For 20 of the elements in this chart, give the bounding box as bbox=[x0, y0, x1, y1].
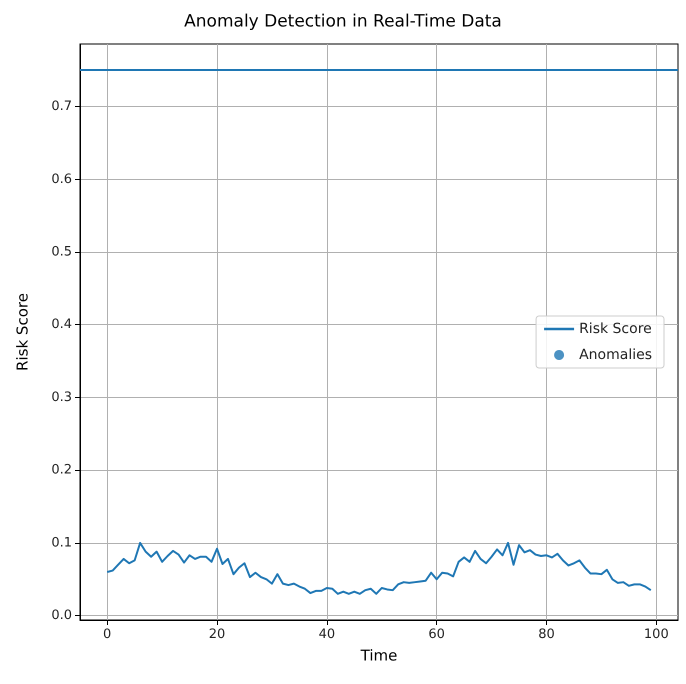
legend-label: Anomalies bbox=[579, 347, 652, 363]
y-tick-label: 0.0 bbox=[51, 608, 72, 624]
line-series bbox=[106, 542, 652, 595]
y-tick-label: 0.1 bbox=[51, 535, 72, 550]
x-tick-label: 40 bbox=[318, 627, 336, 642]
legend-label: Risk Score bbox=[579, 321, 652, 337]
y-tick-label: 0.6 bbox=[51, 172, 72, 187]
y-tick-label: 0.3 bbox=[51, 390, 72, 405]
x-tick-label: 0 bbox=[103, 627, 112, 642]
y-tick-label: 0.5 bbox=[51, 244, 72, 260]
x-tick-label: 60 bbox=[428, 627, 445, 642]
x-tick-label: 100 bbox=[644, 627, 669, 642]
y-tick-label: 0.7 bbox=[51, 99, 72, 114]
x-tick-label: 80 bbox=[538, 627, 555, 642]
y-tick-label: 0.2 bbox=[51, 462, 72, 478]
y-tick-label: 0.4 bbox=[51, 317, 72, 332]
y-axis-title: Risk Score bbox=[14, 293, 32, 371]
chart-title: Anomaly Detection in Real-Time Data bbox=[184, 12, 502, 32]
x-tick-label: 20 bbox=[208, 627, 226, 642]
x-axis-title: Time bbox=[360, 646, 398, 664]
